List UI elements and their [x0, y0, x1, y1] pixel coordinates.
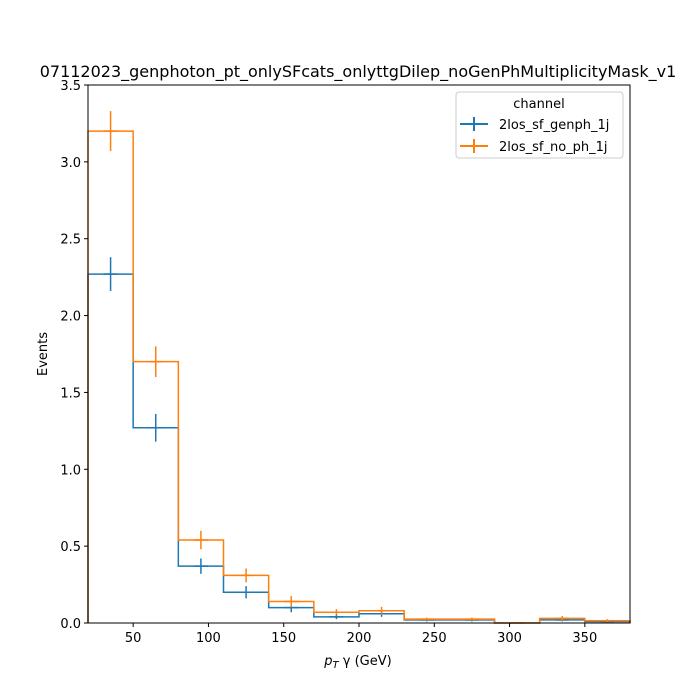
y-tick-label: 1.0 — [60, 463, 81, 478]
legend-entries: 2los_sf_genph_1j 2los_sf_no_ph_1j — [460, 117, 609, 155]
error-bar — [329, 609, 344, 616]
y-tick-label: 3.5 — [60, 79, 81, 94]
x-tick-label: 150 — [271, 631, 296, 646]
legend-label: 2los_sf_no_ph_1j — [499, 140, 608, 155]
series-2los_sf_no_ph_1j — [87, 111, 631, 624]
y-tick-label: 2.5 — [60, 233, 81, 248]
legend-box — [455, 91, 624, 159]
step-line — [87, 130, 631, 624]
x-tick-label: 200 — [347, 631, 372, 646]
chart-title: 07112023_genphoton_pt_onlySFcats_onlyttg… — [40, 62, 677, 82]
error-bar — [284, 596, 299, 607]
legend-entry: 2los_sf_genph_1j — [460, 117, 609, 133]
legend-label: 2los_sf_genph_1j — [499, 118, 609, 133]
y-axis-ticks: 0.0 0.5 1.0 1.5 2.0 2.5 3.0 3.5 — [60, 79, 88, 632]
y-tick-label: 0.5 — [60, 540, 81, 555]
series-2los_sf_genph_1j — [87, 257, 631, 624]
plot-frame — [87, 84, 631, 624]
error-bar — [419, 617, 434, 621]
x-axis-ticks: 50 100 150 200 250 300 350 — [125, 623, 597, 646]
error-bar — [148, 413, 163, 442]
error-bar — [239, 586, 254, 599]
x-tick-label: 300 — [497, 631, 522, 646]
x-axis-label: pT γ (GeV) — [323, 654, 391, 671]
error-bar — [374, 606, 389, 615]
error-bar — [103, 111, 118, 152]
x-tick-label: 350 — [572, 631, 597, 646]
error-bar — [464, 617, 479, 621]
legend-title: channel — [513, 97, 564, 112]
legend: channel 2los_sf_genph_1j 2los_sf_no_ph_1j — [455, 91, 624, 159]
y-tick-label: 1.5 — [60, 386, 81, 401]
error-bar — [555, 616, 570, 621]
error-bar — [193, 558, 208, 574]
error-bar — [193, 530, 208, 550]
x-tick-label: 250 — [422, 631, 447, 646]
x-tick-label: 50 — [125, 631, 142, 646]
y-tick-label: 3.0 — [60, 156, 81, 171]
step-line — [87, 273, 631, 624]
legend-entry: 2los_sf_no_ph_1j — [460, 139, 608, 155]
y-tick-label: 0.0 — [60, 617, 81, 632]
error-bar — [239, 568, 254, 583]
plot-area — [87, 111, 631, 624]
error-bar — [600, 619, 615, 623]
error-bar — [148, 346, 163, 378]
x-tick-label: 100 — [196, 631, 221, 646]
error-bar — [103, 257, 118, 291]
y-tick-label: 2.0 — [60, 310, 81, 325]
y-axis-label: Events — [36, 332, 51, 376]
